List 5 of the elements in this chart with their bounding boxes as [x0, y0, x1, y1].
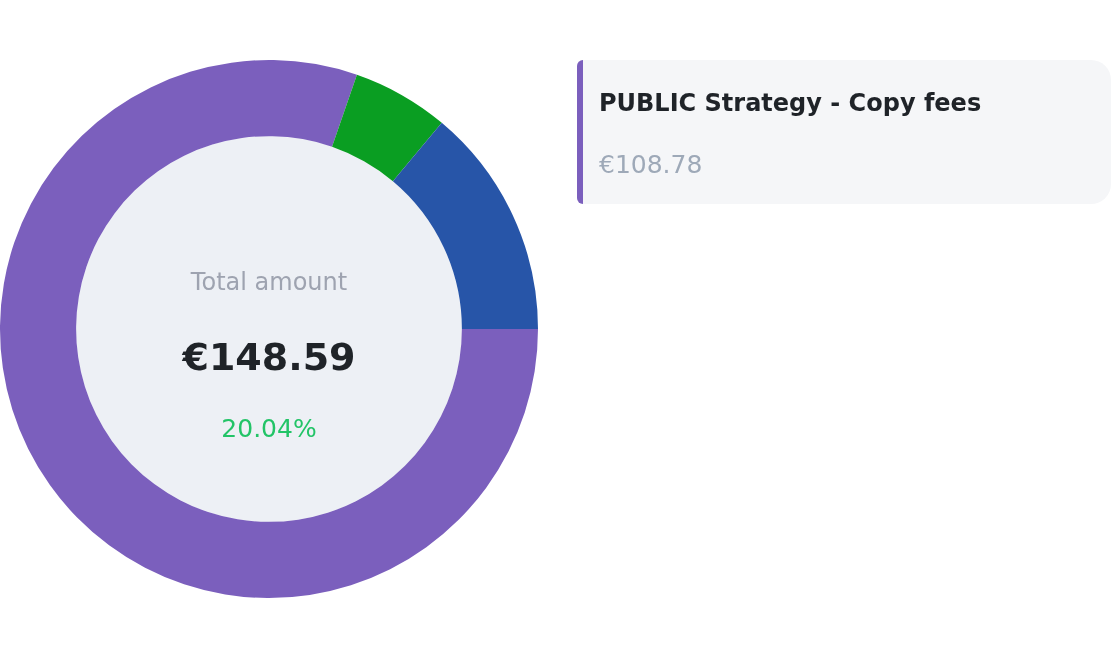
text: €148.59 [182, 335, 356, 379]
text: 20.04% [221, 414, 317, 443]
text: €108.78 [599, 150, 703, 179]
text: Total amount [190, 268, 348, 296]
legend-label: PUBLIC Strategy - Copy fees [599, 89, 982, 117]
